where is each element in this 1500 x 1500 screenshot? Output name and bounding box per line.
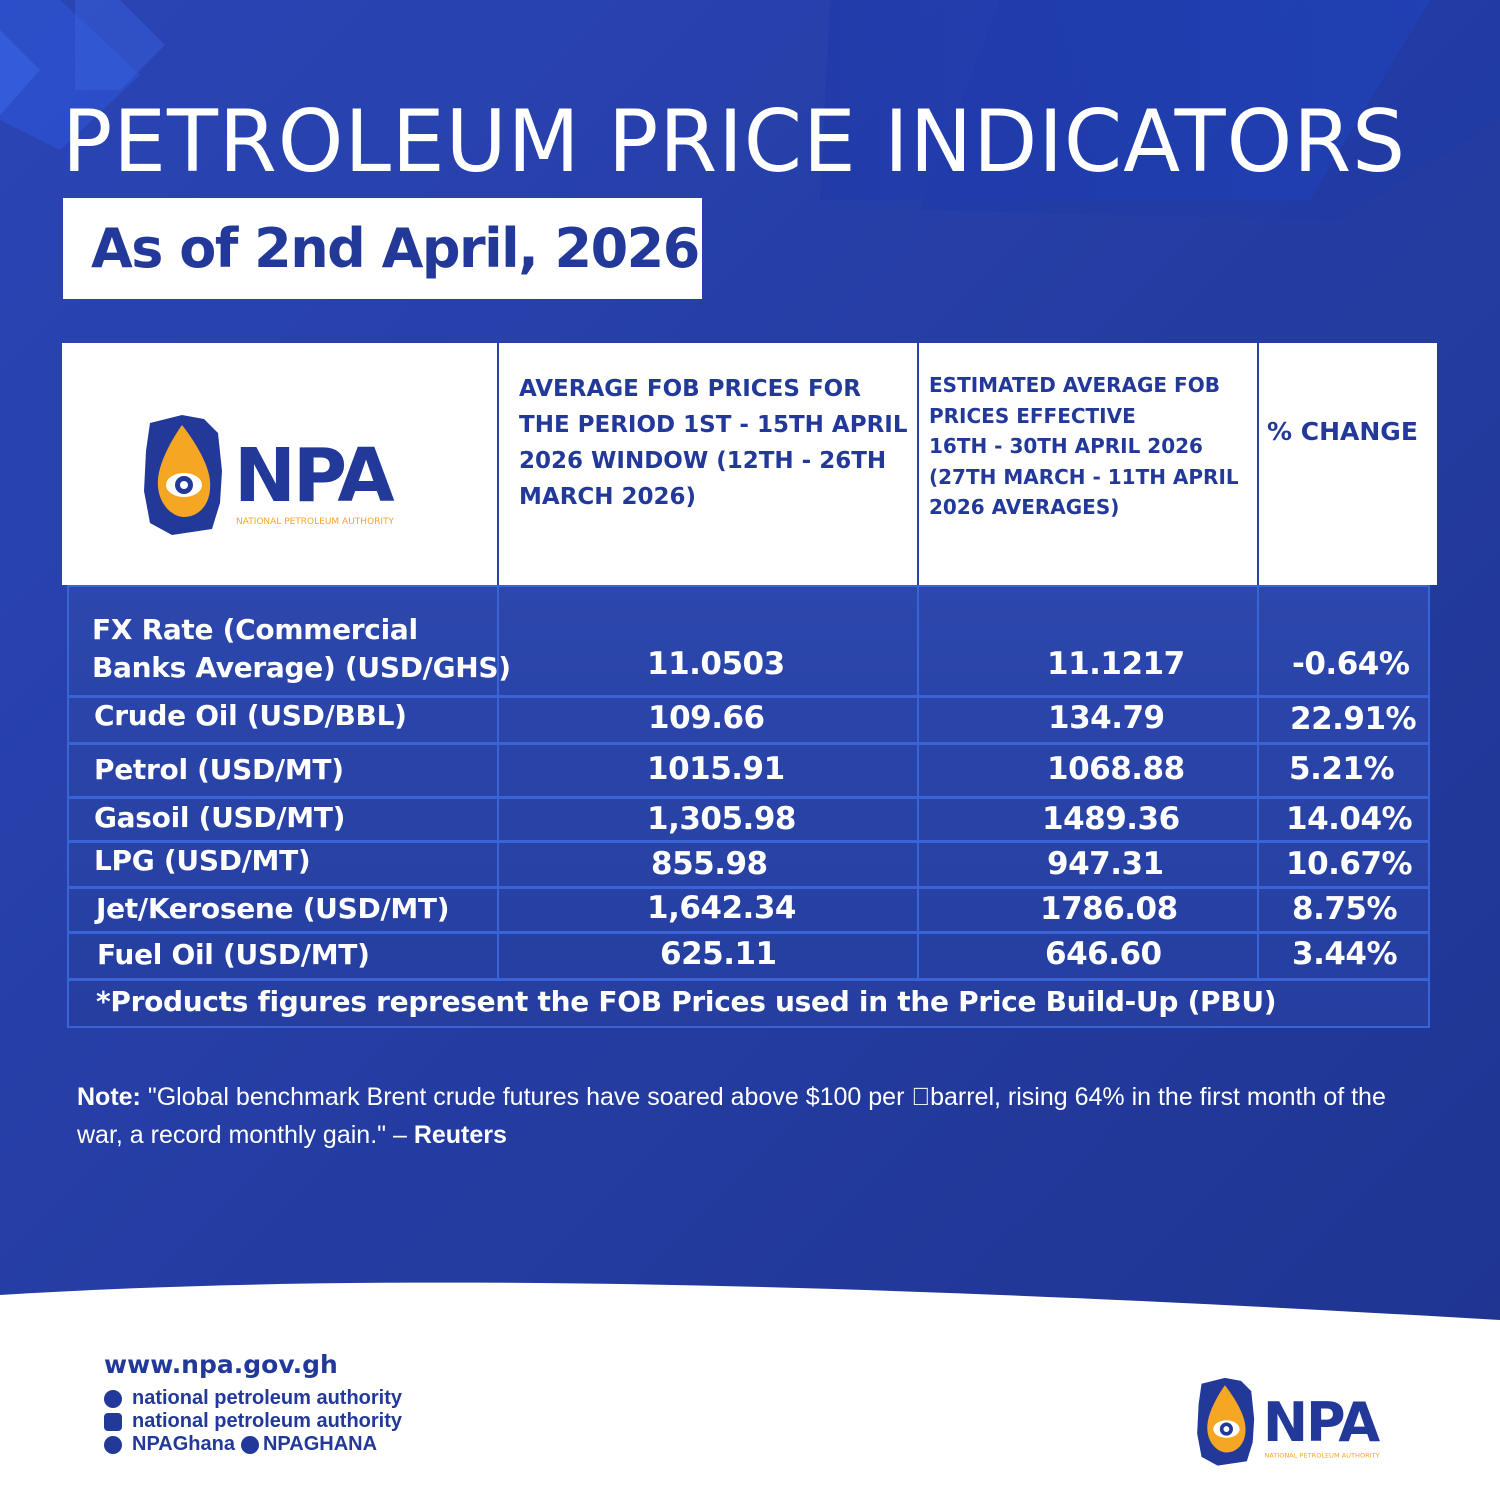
table-footnote: *Products figures represent the FOB Pric… [96, 985, 1277, 1018]
note-text: "Global benchmark Brent crude futures ha… [77, 1083, 1386, 1149]
note-label: Note: [77, 1083, 141, 1111]
value-jet-kerosene-est: 1786.08 [1040, 891, 1178, 927]
logo-footer-subtitle: NATIONAL PETROLEUM AUTHORITY [1264, 1452, 1380, 1460]
social-row-handles: NPAGhana NPAGHANA [104, 1433, 402, 1456]
row-divider [67, 840, 1430, 843]
npa-logo-footer: NPA NATIONAL PETROLEUM AUTHORITY [1193, 1375, 1403, 1470]
value-petrol-est: 1068.88 [1047, 751, 1185, 787]
instagram-link[interactable]: national petroleum authority [104, 1410, 402, 1433]
value-lpg-change: 10.67% [1286, 846, 1413, 882]
instagram-icon [104, 1412, 122, 1431]
tiktok-icon [240, 1435, 259, 1454]
value-jet-kerosene-change: 8.75% [1292, 891, 1398, 927]
header-divider [917, 343, 919, 585]
value-gasoil-change: 14.04% [1286, 801, 1413, 837]
note-source: Reuters [413, 1121, 507, 1149]
row-divider [67, 742, 1430, 745]
footer-contacts: www.npa.gov.gh national petroleum author… [104, 1350, 402, 1456]
header-divider [1257, 343, 1259, 585]
column-divider [917, 585, 919, 979]
row-divider [67, 695, 1430, 698]
value-fuel-oil-change: 3.44% [1292, 936, 1398, 972]
facebook-handle: national petroleum authority [132, 1387, 403, 1409]
value-fx-rate-change: -0.64% [1292, 646, 1410, 682]
news-note: Note: "Global benchmark Brent crude futu… [77, 1078, 1437, 1154]
value-crude-oil-est: 134.79 [1048, 700, 1165, 736]
header-average-fob: AVERAGE FOB PRICES FOR THE PERIOD 1ST - … [519, 376, 908, 510]
npa-logo-icon: NPA NATIONAL PETROLEUM AUTHORITY [144, 415, 397, 535]
value-crude-oil-avg: 109.66 [648, 700, 765, 736]
row-divider [67, 796, 1430, 799]
row-label-lpg: LPG (USD/MT) [94, 844, 311, 877]
value-fx-rate-est: 11.1217 [1047, 646, 1185, 682]
row-divider [67, 886, 1430, 889]
row-label-fuel-oil: Fuel Oil (USD/MT) [97, 938, 370, 971]
column-divider [1257, 585, 1259, 979]
value-jet-kerosene-avg: 1,642.34 [647, 890, 796, 926]
instagram-handle: national petroleum authority [132, 1410, 403, 1432]
header-estimated-fob: ESTIMATED AVERAGE FOB PRICES EFFECTIVE 1… [929, 373, 1239, 519]
facebook-icon [104, 1389, 122, 1408]
logo-text: NPA [234, 433, 394, 519]
row-label-petrol: Petrol (USD/MT) [94, 753, 344, 786]
header-percent-change: % CHANGE [1267, 417, 1418, 446]
header-divider [497, 343, 499, 585]
value-fuel-oil-est: 646.60 [1045, 936, 1162, 972]
logo-footer-text: NPA [1263, 1391, 1381, 1454]
row-label-gasoil: Gasoil (USD/MT) [94, 801, 346, 834]
date-text: As of 2nd April, 2026 [91, 217, 700, 280]
npa-logo-footer-icon: NPA NATIONAL PETROLEUM AUTHORITY [1197, 1377, 1383, 1466]
twitter-icon [104, 1435, 122, 1454]
value-gasoil-est: 1489.36 [1042, 801, 1180, 837]
row-label-jet-kerosene: Jet/Kerosene (USD/MT) [96, 892, 450, 925]
value-lpg-avg: 855.98 [651, 846, 768, 882]
website-link[interactable]: www.npa.gov.gh [104, 1350, 338, 1379]
value-gasoil-avg: 1,305.98 [647, 801, 796, 837]
facebook-link[interactable]: national petroleum authority [104, 1387, 402, 1410]
row-divider [67, 978, 1430, 981]
row-divider [67, 931, 1430, 934]
value-crude-oil-change: 22.91% [1290, 701, 1417, 737]
data-table [67, 585, 1430, 1028]
row-label-crude-oil: Crude Oil (USD/BBL) [94, 699, 407, 732]
logo-subtitle: NATIONAL PETROLEUM AUTHORITY [236, 517, 395, 527]
twitter-handle[interactable]: NPAGhana [132, 1433, 235, 1455]
page-title: PETROLEUM PRICE INDICATORS [62, 92, 1407, 192]
value-fx-rate-avg: 11.0503 [647, 646, 785, 682]
column-divider [497, 585, 499, 979]
table-header: NPA NATIONAL PETROLEUM AUTHORITY AVERAGE… [62, 343, 1437, 585]
npa-logo: NPA NATIONAL PETROLEUM AUTHORITY [142, 411, 422, 541]
value-petrol-change: 5.21% [1289, 751, 1395, 787]
tiktok-handle[interactable]: NPAGHANA [262, 1433, 378, 1455]
value-lpg-est: 947.31 [1047, 846, 1164, 882]
value-petrol-avg: 1015.91 [647, 751, 785, 787]
value-fuel-oil-avg: 625.11 [660, 936, 777, 972]
row-label-fx-rate: FX Rate (Commercial Banks Average) (USD/… [92, 613, 511, 684]
date-banner: As of 2nd April, 2026 [63, 198, 702, 299]
